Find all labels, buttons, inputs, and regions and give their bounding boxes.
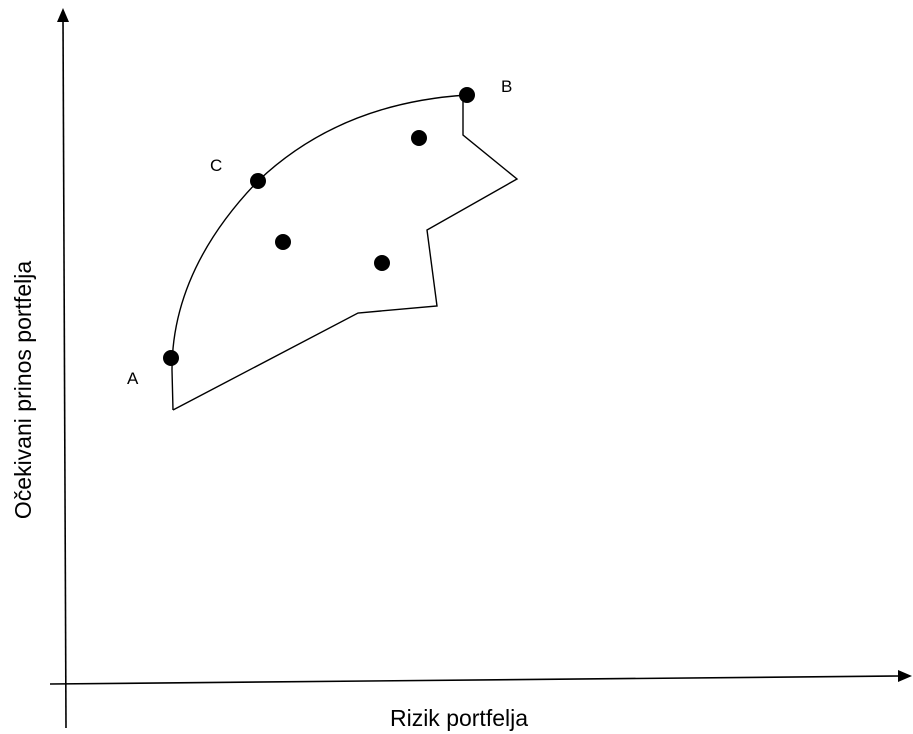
y-axis bbox=[63, 18, 66, 728]
point-a-label: A bbox=[127, 369, 139, 388]
point-c-label: C bbox=[210, 156, 222, 175]
interior-point bbox=[411, 130, 427, 146]
x-axis bbox=[50, 676, 900, 684]
y-axis-arrowhead bbox=[57, 8, 69, 22]
x-axis-arrowhead bbox=[898, 670, 912, 682]
x-axis-title: Rizik portfelja bbox=[390, 705, 528, 731]
interior-point bbox=[275, 234, 291, 250]
point-c bbox=[250, 173, 266, 189]
feasible-region-boundary bbox=[173, 98, 517, 410]
point-b bbox=[459, 87, 475, 103]
point-b-label: B bbox=[501, 77, 512, 96]
point-a bbox=[163, 350, 179, 366]
interior-point bbox=[374, 255, 390, 271]
y-axis-title: Očekivani prinos portfelja bbox=[10, 261, 36, 519]
